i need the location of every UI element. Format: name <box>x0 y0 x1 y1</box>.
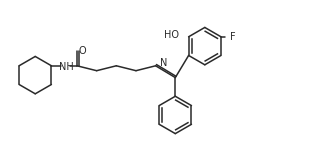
Text: NH: NH <box>59 62 74 72</box>
Text: F: F <box>230 32 235 42</box>
Text: O: O <box>78 46 86 56</box>
Text: N: N <box>160 58 167 68</box>
Text: HO: HO <box>164 30 179 40</box>
